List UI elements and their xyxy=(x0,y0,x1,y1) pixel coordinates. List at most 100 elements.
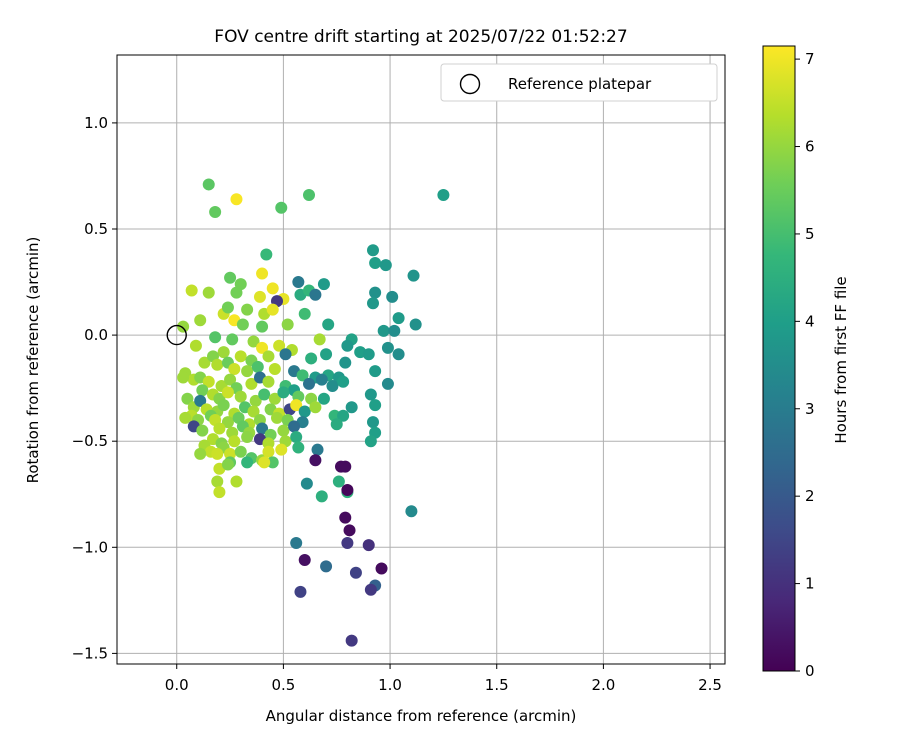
colorbar-label: Hours from first FF file xyxy=(832,276,850,443)
data-point xyxy=(309,401,322,414)
data-point xyxy=(317,278,330,291)
data-point xyxy=(294,585,307,598)
data-point xyxy=(234,350,247,363)
data-point xyxy=(292,276,305,289)
data-point xyxy=(211,447,224,460)
data-point xyxy=(337,375,350,388)
data-point xyxy=(262,437,275,450)
data-point xyxy=(300,477,313,490)
colorbar-tick-label: 2 xyxy=(805,487,815,505)
data-point xyxy=(296,369,309,382)
data-point xyxy=(339,460,352,473)
data-point xyxy=(369,365,382,378)
data-point xyxy=(236,318,249,331)
data-point xyxy=(268,392,281,405)
data-point xyxy=(241,430,254,443)
data-point xyxy=(341,537,354,550)
y-tick-label: −1.0 xyxy=(72,538,108,556)
x-axis-ticks: 0.0 0.5 1.0 1.5 2.0 2.5 xyxy=(165,664,722,694)
colorbar-tick-label: 0 xyxy=(805,662,815,680)
data-point xyxy=(217,346,230,359)
data-point xyxy=(185,284,198,297)
data-point xyxy=(311,443,324,456)
data-point xyxy=(275,201,288,214)
data-point xyxy=(305,352,318,365)
data-point xyxy=(290,537,303,550)
data-point xyxy=(341,484,354,496)
data-point xyxy=(364,435,377,448)
colorbar xyxy=(762,45,796,672)
data-point xyxy=(339,511,352,524)
data-point xyxy=(202,375,215,388)
colorbar-ticks: 0 1 2 3 4 5 6 7 xyxy=(795,50,815,680)
data-point xyxy=(221,301,234,314)
data-point xyxy=(362,539,375,552)
data-point xyxy=(230,475,243,488)
data-point xyxy=(234,390,247,403)
data-point xyxy=(337,409,350,422)
scatter-points xyxy=(177,178,450,647)
data-point xyxy=(303,377,315,390)
data-point xyxy=(281,318,294,331)
data-point xyxy=(362,348,375,361)
data-point xyxy=(247,335,260,348)
data-point xyxy=(198,356,211,369)
data-point xyxy=(224,271,237,284)
data-point xyxy=(209,206,222,219)
legend-label: Reference platepar xyxy=(508,75,652,93)
x-tick-label: 0.0 xyxy=(165,676,189,694)
data-point xyxy=(315,490,328,503)
data-point xyxy=(313,333,326,346)
data-point xyxy=(221,458,234,471)
data-point xyxy=(196,384,209,397)
data-point xyxy=(249,394,262,407)
data-point xyxy=(298,307,311,320)
data-point xyxy=(315,373,328,386)
data-point xyxy=(279,348,292,361)
data-point xyxy=(277,424,290,437)
data-point xyxy=(341,339,354,352)
data-point xyxy=(349,566,362,579)
data-point xyxy=(290,430,303,443)
data-point xyxy=(224,373,237,386)
data-point xyxy=(369,256,382,269)
data-point xyxy=(177,320,190,333)
x-tick-label: 1.0 xyxy=(378,676,402,694)
data-point xyxy=(179,411,192,424)
data-point xyxy=(290,399,303,412)
data-point xyxy=(377,324,390,337)
data-point xyxy=(253,290,266,303)
legend-box xyxy=(440,63,718,102)
chart-title: FOV centre drift starting at 2025/07/22 … xyxy=(214,27,627,47)
data-point xyxy=(228,363,241,376)
data-point xyxy=(392,348,405,361)
data-point xyxy=(381,341,394,354)
data-point xyxy=(226,333,239,346)
data-point xyxy=(194,314,207,327)
data-point xyxy=(345,401,358,414)
data-point xyxy=(275,443,288,456)
data-point xyxy=(211,475,224,488)
y-tick-label: −1.5 xyxy=(72,644,108,662)
data-point xyxy=(224,447,237,460)
data-point xyxy=(247,405,260,418)
data-point xyxy=(379,259,392,272)
colorbar-tick-label: 1 xyxy=(805,575,815,593)
data-point xyxy=(407,269,420,282)
data-point xyxy=(271,411,283,424)
data-point xyxy=(266,456,279,469)
data-point xyxy=(367,297,379,310)
data-point xyxy=(213,422,226,435)
colorbar-tick-label: 7 xyxy=(805,50,815,68)
data-point xyxy=(217,399,230,412)
data-point xyxy=(409,318,422,331)
data-point xyxy=(262,350,275,363)
data-point xyxy=(251,360,264,373)
data-point xyxy=(221,416,234,429)
data-point xyxy=(386,290,399,303)
data-point xyxy=(288,420,301,433)
data-point xyxy=(292,441,305,454)
data-point xyxy=(196,424,209,437)
